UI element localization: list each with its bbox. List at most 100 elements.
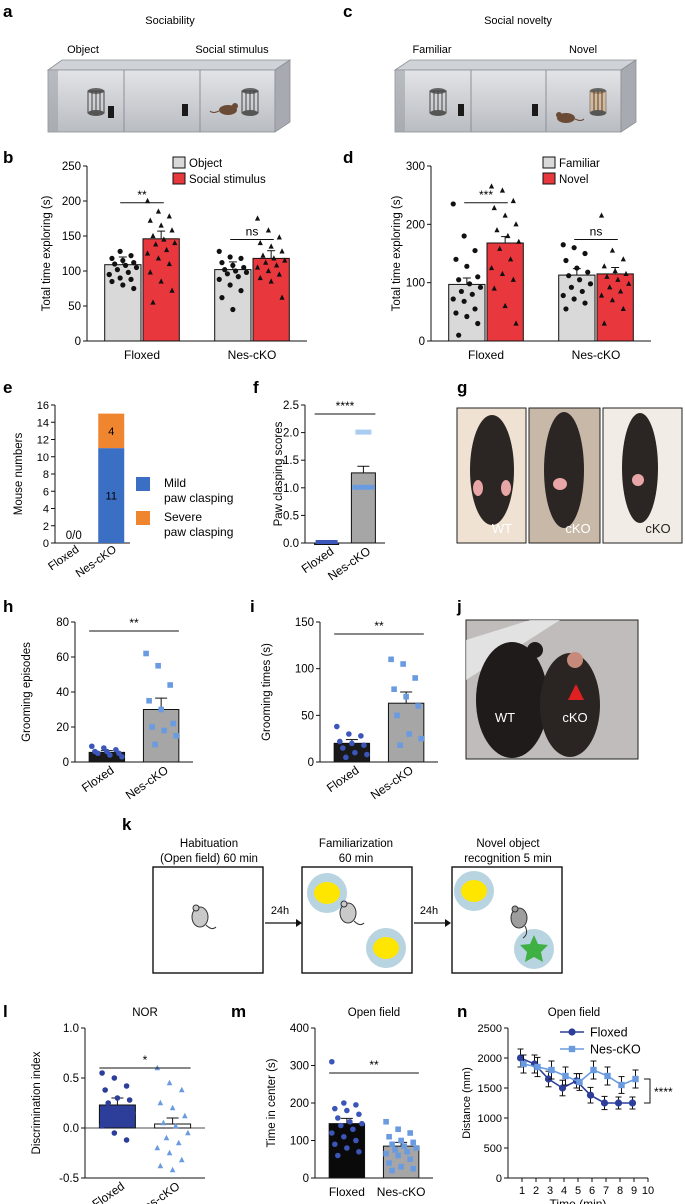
d-data-point <box>461 233 467 239</box>
n-x-tick-label: 2 <box>533 1185 539 1197</box>
k-arrow-2-label: 24h <box>420 905 438 917</box>
d-data-point <box>612 267 618 274</box>
m-data-point <box>356 1148 362 1155</box>
l-data-point <box>102 1087 108 1093</box>
b-data-point <box>227 254 233 260</box>
i-data-point <box>349 740 355 747</box>
d-data-point <box>456 332 462 338</box>
panel-c-familiar-label: Familiar <box>412 44 451 56</box>
h-y-tick-label: 60 <box>56 652 69 664</box>
m-category-label: Nes-cKO <box>377 1185 426 1199</box>
n-x-tick-label: 7 <box>603 1185 609 1197</box>
h-data-point <box>89 743 95 750</box>
n-x-tick-label: 4 <box>561 1185 567 1197</box>
photo-cko-hindlimb-2: cKO <box>602 407 683 544</box>
b-data-point <box>268 278 274 284</box>
three-chamber-box-a <box>46 59 292 133</box>
panel-c-novel-label: Novel <box>569 44 597 56</box>
l-y-tick-label: 0.5 <box>63 1073 79 1085</box>
chart-i-grooming-times: 0 50 100 150 Grooming times (s) Floxed Nes-cKO… <box>261 617 438 802</box>
n-x-axis-label: Time (min) <box>550 1197 607 1204</box>
d-data-point <box>502 212 508 218</box>
b-data-point <box>216 248 222 254</box>
k-box2-line2: 60 min <box>339 853 374 865</box>
l-data-point <box>111 1130 118 1136</box>
i-data-point <box>352 749 358 756</box>
d-data-point <box>579 288 585 295</box>
d-data-point <box>510 197 516 204</box>
m-data-point <box>407 1130 413 1136</box>
k-arena-habituation <box>152 866 264 974</box>
b-y-tick-label: 100 <box>62 266 81 278</box>
e-y-axis-label: Mouse numbers <box>13 433 25 516</box>
d-data-point <box>609 297 616 303</box>
e-y-tick-label: 0 <box>43 538 49 550</box>
d-data-point <box>469 291 475 297</box>
b-data-point <box>257 274 263 281</box>
i-data-point <box>343 754 349 761</box>
n-data-point <box>558 1084 567 1092</box>
n-y-tick-label: 500 <box>484 1143 502 1155</box>
k-object-novel-star <box>514 929 554 969</box>
i-y-tick-label: 150 <box>295 617 314 629</box>
k-object-familiar-1 <box>307 873 347 913</box>
m-data-point <box>410 1165 416 1172</box>
l-y-tick-label: -0.5 <box>59 1173 79 1185</box>
chart-d-social-novelty: 0 100 200 300 Total time exploring (s) Floxed… <box>391 156 651 362</box>
m-category-label: Floxed <box>329 1185 365 1199</box>
b-group-label: Floxed <box>124 348 160 362</box>
e-bar-value-label: 11 <box>106 491 117 503</box>
d-data-point <box>626 280 632 286</box>
i-y-tick-label: 0 <box>308 757 314 769</box>
f-y-tick-label: 0.5 <box>283 510 299 522</box>
n-x-tick-label: 8 <box>617 1185 623 1197</box>
n-title: Open field <box>548 1007 600 1019</box>
n-data-point <box>590 1066 597 1074</box>
h-significance-label: ** <box>129 616 139 630</box>
m-data-point <box>353 1137 359 1144</box>
e-y-tick-label: 8 <box>43 469 49 481</box>
b-y-tick-label: 50 <box>68 301 81 313</box>
b-data-point <box>158 278 164 284</box>
n-legend-marker <box>568 1028 576 1036</box>
l-data-point <box>172 1122 179 1129</box>
n-x-tick-label: 3 <box>547 1185 553 1197</box>
h-data-point <box>158 706 164 713</box>
l-y-tick-label: 1.0 <box>63 1023 79 1035</box>
b-data-point <box>109 278 115 285</box>
b-data-point <box>271 255 277 261</box>
i-y-tick-label: 100 <box>295 664 314 676</box>
d-data-point <box>464 263 470 269</box>
i-significance-label: ** <box>374 619 384 633</box>
m-data-point <box>332 1141 338 1148</box>
n-data-point <box>562 1072 569 1080</box>
m-data-point <box>353 1102 359 1108</box>
h-data-point <box>152 741 158 748</box>
b-legend-label: Object <box>189 158 223 170</box>
d-group-label: Floxed <box>468 348 504 362</box>
b-data-point <box>243 269 250 275</box>
h-category-label: Floxed <box>79 763 117 795</box>
h-y-tick-label: 80 <box>56 617 69 629</box>
m-data-point <box>401 1143 407 1149</box>
e-bar-severe <box>98 413 125 449</box>
i-data-point <box>364 751 370 758</box>
d-y-tick-label: 300 <box>406 161 425 173</box>
l-data-point <box>123 1083 130 1089</box>
panel-a-sociability: Sociability Object Social stimulus <box>46 15 292 133</box>
b-y-axis-label: Total time exploring (s) <box>41 195 53 311</box>
h-data-point <box>170 720 176 727</box>
h-y-axis-label: Grooming episodes <box>21 642 33 742</box>
h-y-tick-label: 40 <box>56 687 69 699</box>
n-x-tick-label: 9 <box>631 1185 637 1197</box>
panel-g-photos: WT cKO cKO <box>456 407 683 544</box>
test-mouse-icon-c <box>556 112 585 123</box>
b-data-point <box>120 257 126 264</box>
i-data-point <box>388 656 394 663</box>
n-data-point <box>534 1063 541 1071</box>
b-legend-swatch <box>172 172 186 185</box>
m-data-point <box>338 1122 344 1129</box>
i-category-label: Nes-cKO <box>368 763 416 802</box>
d-data-point <box>620 256 626 262</box>
i-data-point <box>391 686 397 692</box>
